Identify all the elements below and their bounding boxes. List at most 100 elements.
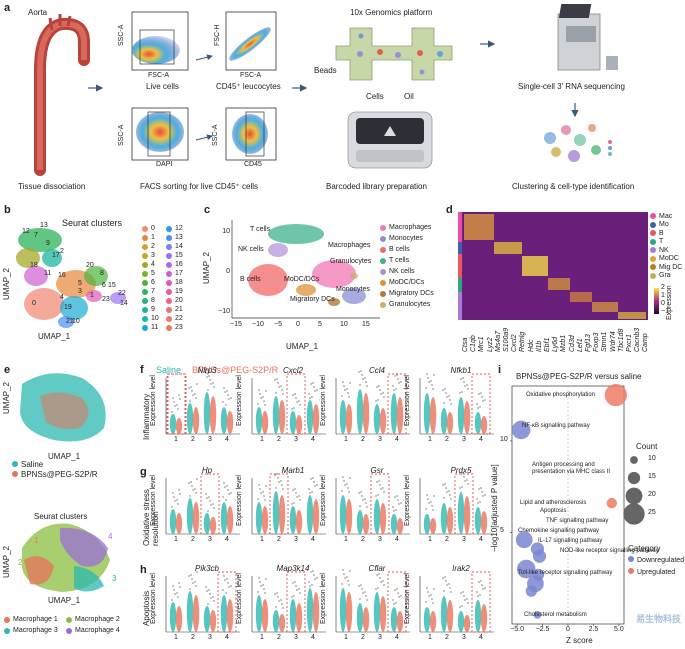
violin-point — [380, 393, 382, 395]
bubble-xtick-label: −5.0 — [510, 626, 524, 633]
violin-point — [397, 378, 399, 380]
violin-point — [343, 385, 345, 387]
violin-xtick: 2 — [277, 436, 281, 443]
violin-point — [359, 505, 361, 507]
panel-d-legend-item: Mig DC — [650, 263, 682, 272]
violin-point — [444, 483, 446, 485]
panel-e-bpns-text: BPNSs@PEG-S2P/R — [21, 470, 98, 479]
violin-point — [379, 389, 381, 391]
violin-point — [264, 404, 266, 406]
violin-point — [230, 585, 232, 587]
panel-e-map-3: 3 — [112, 574, 117, 583]
panel-b-legend-dot — [142, 252, 148, 259]
panel-d-gene-label: Mzb1 — [560, 334, 568, 352]
panel-b-legend-dot — [166, 297, 172, 304]
violin-bpns — [226, 506, 234, 534]
violin-point — [400, 502, 402, 504]
panel-c-legend-text: NK cells — [389, 268, 415, 275]
violin-point — [425, 601, 427, 603]
panel-b-map-label: 8 — [100, 270, 104, 277]
violin-point — [395, 509, 397, 511]
violin-point — [296, 589, 298, 591]
panel-e-legend-text: Macrophage 1 — [13, 616, 58, 623]
panel-b-legend-dot — [166, 234, 172, 241]
violin-point — [195, 397, 197, 399]
violin-point — [274, 379, 276, 381]
sequencing-label: Single-cell 3′ RNA sequencing — [518, 82, 625, 91]
panel-b-legend-text: 2 — [151, 243, 155, 250]
violin-point — [392, 385, 394, 387]
violin-point — [275, 606, 277, 608]
violin-point — [292, 394, 294, 396]
violin-point — [346, 576, 348, 578]
violin-point — [207, 603, 209, 605]
violin-point — [366, 385, 368, 387]
violin-point — [342, 381, 344, 383]
violin-xtick: 1 — [260, 634, 264, 641]
violin-point — [442, 577, 444, 579]
violin-point — [230, 492, 232, 494]
violin-point — [309, 397, 311, 399]
violin-bpns — [379, 408, 387, 434]
panel-b-legend-item: 16 — [166, 260, 190, 269]
panel-c-xtick: −5 — [274, 321, 282, 328]
violin-point — [291, 596, 293, 598]
violin-saline — [272, 396, 280, 434]
violin-point — [177, 596, 179, 598]
panel-e-legend-bpns: BPNSs@PEG-S2P/R — [12, 470, 98, 479]
violin-point — [176, 404, 178, 406]
violin-ylabel: Expression level — [150, 475, 157, 526]
violin-point — [426, 494, 428, 496]
panel-c-legend-text: Monocytes — [389, 235, 423, 242]
violin-point — [177, 503, 179, 505]
panel-d-gene-label: Il1b — [535, 340, 543, 352]
panel-b-legend-text: 3 — [151, 252, 155, 259]
violin-point — [282, 488, 284, 490]
violin-point — [382, 487, 384, 489]
violin-gene-title: Cxcl2 — [282, 366, 303, 375]
violin-saline — [169, 509, 177, 534]
violin-point — [189, 495, 191, 497]
violin-point — [223, 387, 225, 389]
violin-point — [478, 393, 480, 395]
panel-d-legend-item: NK — [650, 246, 682, 255]
violin-xtick: 4 — [395, 436, 399, 443]
violin-point — [344, 484, 346, 486]
violin-point — [191, 578, 193, 580]
violin-point — [378, 385, 380, 387]
facs-fsc-label-1: FSC-A — [148, 72, 169, 79]
panel-e-legend-dot — [66, 627, 72, 634]
violin-point — [277, 477, 279, 479]
violin-point — [313, 386, 315, 388]
violin-point — [265, 578, 267, 580]
violin-point — [347, 487, 349, 489]
violin-xtick: 3 — [294, 634, 298, 641]
violin-xtick: 2 — [277, 634, 281, 641]
violin-xtick: 1 — [260, 536, 264, 543]
panel-e-xlabel-2: UMAP_1 — [48, 596, 81, 605]
violin-point — [480, 580, 482, 582]
violin-point — [263, 400, 265, 402]
watermark: 易生物科技 — [636, 614, 682, 624]
violin-point — [442, 389, 444, 391]
panel-d-gene-label: Cacnb3 — [634, 327, 642, 352]
violin-point — [449, 399, 451, 401]
violin-point — [392, 599, 394, 601]
panel-d-legend-dot — [650, 255, 656, 262]
panel-b-map-label: 5 — [78, 280, 82, 287]
violin-point — [263, 495, 265, 497]
bubble-point-label: Antigen processing and presentation via … — [532, 462, 611, 475]
violin-point — [294, 393, 296, 395]
violin-saline — [373, 499, 381, 534]
violin-point — [348, 491, 350, 493]
violin-highlight-box — [286, 373, 306, 435]
violin-point — [282, 607, 284, 609]
violin-point — [400, 595, 402, 597]
panel-b-legend-dot — [166, 279, 172, 286]
violin-saline — [356, 603, 364, 632]
violin-saline — [474, 507, 482, 534]
violin-gene-title: Gsr — [370, 466, 384, 475]
violin-point — [398, 503, 400, 505]
panel-b-map-label: 15 — [108, 282, 116, 289]
violin-point — [207, 510, 209, 512]
